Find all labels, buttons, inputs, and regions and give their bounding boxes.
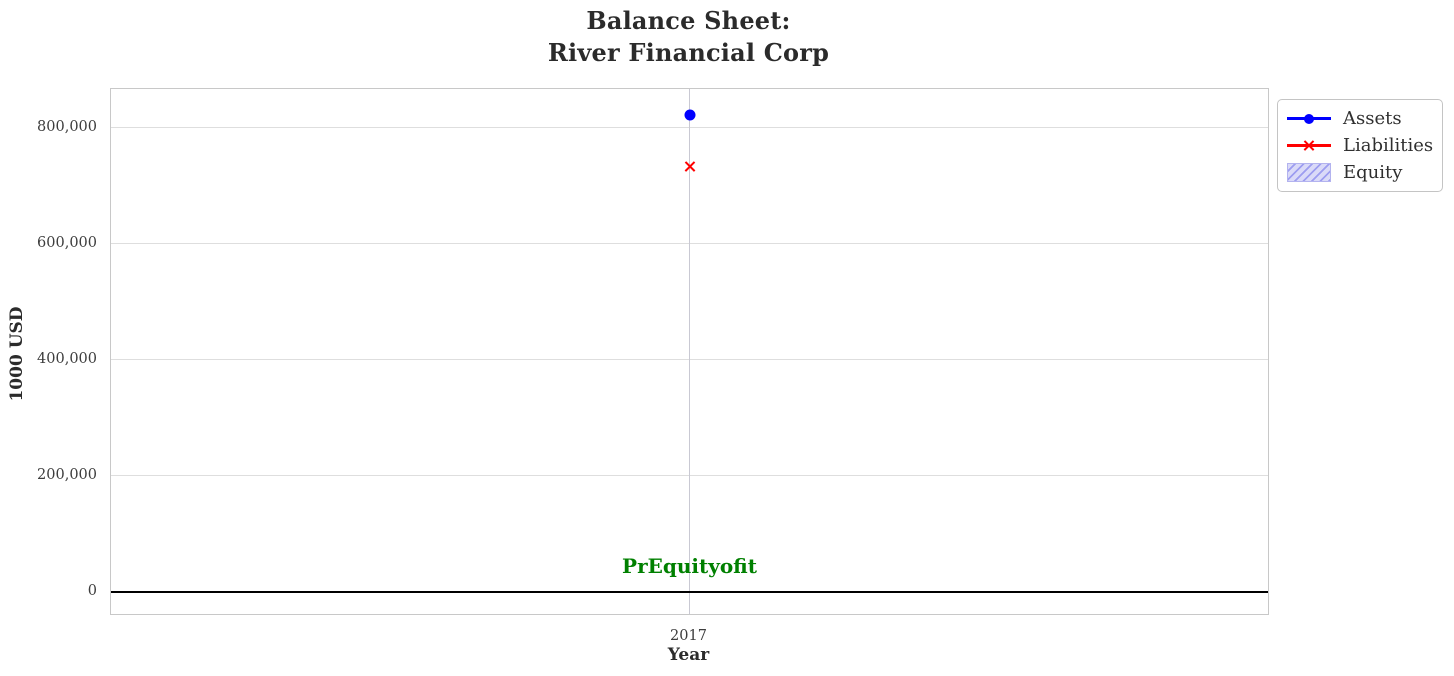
legend-swatch-equity-icon <box>1287 163 1331 182</box>
legend-item-equity: Equity <box>1287 159 1433 186</box>
legend-swatch-assets-icon <box>1287 109 1331 129</box>
legend-label: Liabilities <box>1343 135 1434 156</box>
legend: Assets Liabilities Equity <box>1277 99 1443 192</box>
zero-baseline <box>111 590 1268 594</box>
y-tick-label: 0 <box>87 582 97 599</box>
y-tick-label: 200,000 <box>37 466 97 483</box>
legend-marker <box>1303 139 1316 152</box>
chart-title: Balance Sheet: River Financial Corp <box>110 5 1267 69</box>
chart-title-line-2: River Financial Corp <box>547 38 830 67</box>
x-axis-label: Year <box>667 645 710 665</box>
liabilities-marker <box>683 160 696 173</box>
legend-marker <box>1304 113 1314 124</box>
y-tick-label: 400,000 <box>37 350 97 367</box>
chart-title-line-1: Balance Sheet: <box>586 6 791 35</box>
legend-label: Assets <box>1343 108 1402 129</box>
assets-marker <box>684 109 695 121</box>
plot-area: PrEquityofit <box>110 88 1269 615</box>
legend-swatch-liabilities-icon <box>1287 136 1331 156</box>
legend-item-liabilities: Liabilities <box>1287 132 1433 159</box>
y-tick-label: 800,000 <box>37 118 97 135</box>
chart-annotation: PrEquityofit <box>622 553 757 578</box>
x-tick-label: 2017 <box>670 628 707 644</box>
legend-label: Equity <box>1343 162 1403 183</box>
legend-item-assets: Assets <box>1287 105 1433 132</box>
v-gridline <box>688 89 691 614</box>
y-tick-label: 600,000 <box>37 234 97 251</box>
